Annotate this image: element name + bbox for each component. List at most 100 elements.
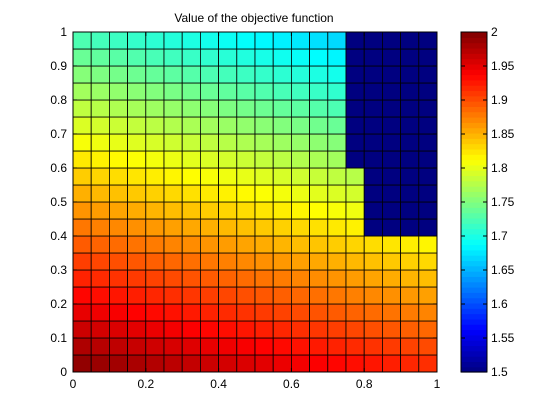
heatmap-cell	[400, 31, 420, 50]
heatmap-cell	[218, 269, 238, 288]
colorbar-segment	[461, 159, 487, 166]
heatmap-cell	[400, 252, 420, 271]
heatmap-cell	[109, 320, 129, 339]
heatmap-cell	[345, 286, 365, 305]
heatmap-cell	[163, 269, 183, 288]
heatmap-cell	[72, 82, 92, 101]
heatmap-cell	[381, 116, 401, 135]
heatmap-cell	[418, 150, 438, 169]
heatmap-cell	[418, 218, 438, 237]
heatmap-cell	[90, 65, 110, 84]
heatmap-cell	[418, 184, 438, 203]
chart-title: Value of the objective function	[174, 11, 333, 25]
heatmap-cell	[290, 303, 310, 322]
heatmap-cell	[363, 184, 383, 203]
heatmap-cell	[145, 82, 165, 101]
colorbar-segment	[461, 260, 487, 267]
heatmap-cell	[199, 337, 219, 356]
colorbar-segment	[461, 287, 487, 293]
heatmap-cell	[218, 31, 238, 50]
heatmap-cell	[309, 116, 329, 135]
colorbar: 1.5 1.55 1.6 1.65 1.7 1.75 1.8 1.85 1.9 1.95 2	[460, 25, 515, 379]
heatmap-cell	[218, 354, 238, 373]
heatmap-cell	[127, 320, 147, 339]
heatmap-cell	[418, 48, 438, 67]
x-tick-label: 1	[434, 377, 441, 391]
heatmap-cell	[272, 303, 292, 322]
heatmap-cell	[254, 320, 274, 339]
heatmap-cell	[290, 286, 310, 305]
heatmap-cell	[272, 337, 292, 356]
heatmap-cell	[127, 150, 147, 169]
heatmap-cell	[254, 116, 274, 135]
heatmap-cell	[272, 116, 292, 135]
heatmap-cell	[218, 82, 238, 101]
heatmap-cell	[290, 48, 310, 67]
heatmap-cell	[363, 337, 383, 356]
heatmap-cell	[327, 303, 347, 322]
heatmap-cell	[363, 116, 383, 135]
heatmap-cell	[363, 201, 383, 220]
heatmap-cell	[272, 286, 292, 305]
heatmap-cell	[381, 269, 401, 288]
heatmap-cell	[363, 133, 383, 152]
heatmap-cell	[163, 184, 183, 203]
heatmap-cell	[309, 184, 329, 203]
heatmap-cell	[290, 269, 310, 288]
heatmap-cell	[109, 354, 129, 373]
heatmap-cell	[381, 218, 401, 237]
x-tick-label: 0.2	[137, 377, 154, 391]
heatmap-cell	[254, 218, 274, 237]
colorbar-segment	[461, 350, 487, 357]
heatmap-cell	[163, 133, 183, 152]
heatmap-cell	[309, 354, 329, 373]
heatmap-cell	[290, 116, 310, 135]
heatmap-cell	[345, 252, 365, 271]
heatmap-cell	[163, 99, 183, 118]
heatmap-cell	[363, 150, 383, 169]
heatmap-cell	[254, 99, 274, 118]
heatmap-cell	[309, 337, 329, 356]
heatmap-cell	[145, 218, 165, 237]
heatmap-cell	[309, 82, 329, 101]
heatmap-cell	[272, 354, 292, 373]
colorbar-segment	[461, 276, 487, 283]
heatmap-cell	[290, 320, 310, 339]
heatmap-cell	[327, 286, 347, 305]
heatmap-cell	[418, 201, 438, 220]
heatmap-cell	[272, 65, 292, 84]
heatmap-cell	[236, 201, 256, 220]
heatmap-cell	[272, 82, 292, 101]
heatmap-cell	[327, 82, 347, 101]
colorbar-segment	[461, 101, 487, 107]
y-tick-label: 0.1	[50, 331, 67, 345]
colorbar-segment	[461, 207, 487, 214]
colorbar-segment	[461, 366, 487, 373]
heatmap-cell	[272, 218, 292, 237]
heatmap-cell	[127, 303, 147, 322]
heatmap-cell	[236, 303, 256, 322]
heatmap-cell	[400, 99, 420, 118]
heatmap-cell	[272, 31, 292, 50]
heatmap-cell	[363, 99, 383, 118]
colorbar-segment	[461, 313, 487, 320]
heatmap-cell	[145, 235, 165, 254]
heatmap-cell	[90, 337, 110, 356]
heatmap-cell	[181, 235, 201, 254]
heatmap-cell	[327, 48, 347, 67]
colorbar-segment	[461, 127, 487, 134]
heatmap-cell	[199, 252, 219, 271]
heatmap-cell	[400, 48, 420, 67]
heatmap-cell	[345, 320, 365, 339]
heatmap-cell	[345, 99, 365, 118]
colorbar-segment	[461, 265, 487, 272]
heatmap-cell	[181, 201, 201, 220]
heatmap-cell	[90, 184, 110, 203]
colorbar-segment	[461, 329, 487, 336]
heatmap-cell	[418, 65, 438, 84]
heatmap-cell	[181, 218, 201, 237]
heatmap-cell	[236, 184, 256, 203]
heatmap-cell	[345, 48, 365, 67]
heatmap-cell	[400, 235, 420, 254]
heatmap-cell	[345, 167, 365, 186]
